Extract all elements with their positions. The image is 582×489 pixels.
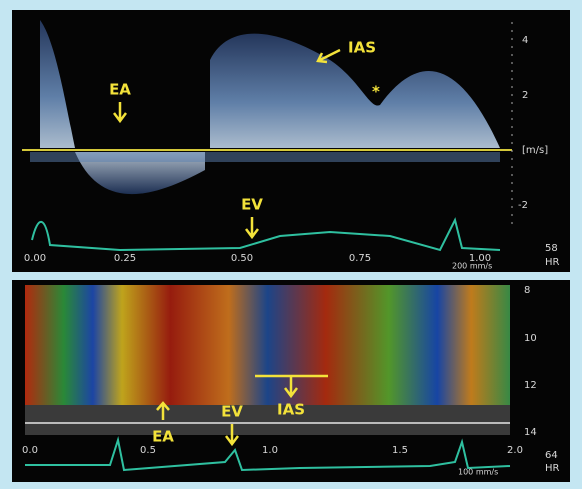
sweep-label: 200 mm/s [452, 262, 492, 271]
axis-label: -2 [518, 200, 528, 211]
annotation: EV [221, 403, 243, 421]
annotation: * [372, 83, 380, 101]
heart-rate-label: HR [545, 463, 560, 474]
color-mmode [25, 285, 510, 405]
axis-label: 12 [524, 380, 537, 391]
axis-label: 2 [522, 90, 528, 101]
annotation: IAS [348, 39, 376, 57]
tissue [25, 405, 510, 435]
annotation: EA [109, 81, 131, 99]
axis-label: [m/s] [522, 145, 548, 156]
sweep-label: 100 mm/s [458, 468, 498, 477]
axis-label: 14 [524, 427, 537, 438]
heart-rate: 64 [545, 450, 558, 461]
axis-label: 4 [522, 35, 528, 46]
annotation: EA [152, 428, 174, 446]
axis-label: 1.0 [262, 445, 278, 456]
axis-label: 0.0 [22, 445, 38, 456]
annotation: IAS [277, 401, 305, 419]
heart-rate-label: HR [545, 257, 560, 268]
axis-label: 1.5 [392, 445, 408, 456]
axis-label: 0.5 [140, 445, 156, 456]
axis-label: 0.75 [349, 253, 371, 264]
heart-rate: 58 [545, 243, 558, 254]
axis-label: 0.25 [114, 253, 136, 264]
annotation: EV [241, 196, 263, 214]
axis-label: 8 [524, 285, 530, 296]
axis-label: 2.0 [507, 445, 523, 456]
axis-label: 0.50 [231, 253, 253, 264]
axis-label: 0.00 [24, 253, 46, 264]
axis-label: 10 [524, 333, 537, 344]
spectrum [30, 152, 500, 162]
figure: 4 2 [m/s] -2 0.00 0.25 0.50 0.75 1.00 20… [0, 0, 582, 489]
